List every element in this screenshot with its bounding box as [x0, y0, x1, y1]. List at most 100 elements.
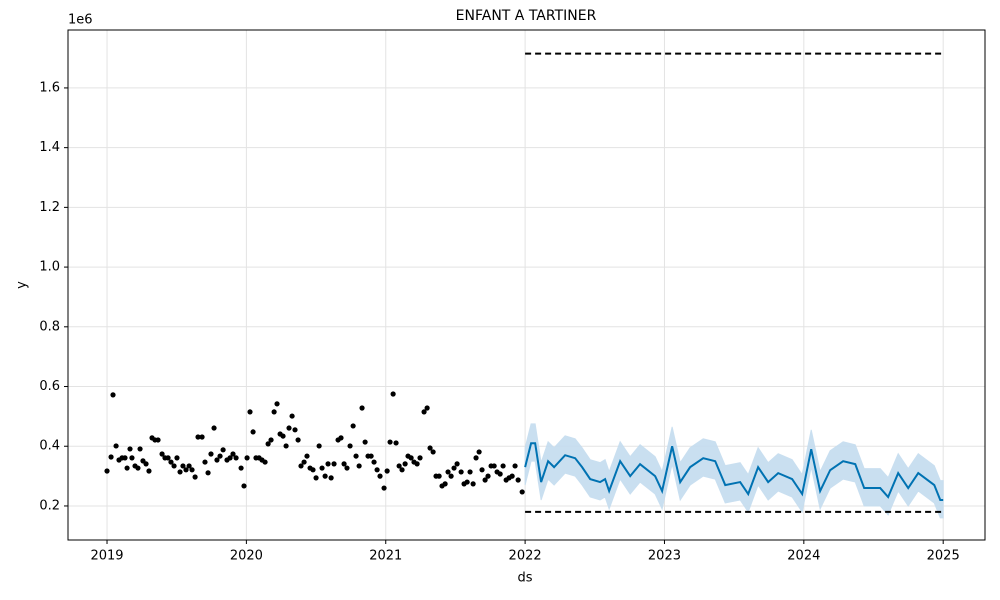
observed-point	[368, 453, 374, 459]
observed-point	[473, 455, 479, 461]
observed-point	[509, 473, 515, 479]
observed-point	[430, 449, 436, 455]
y-offset-label: 1e6	[68, 13, 93, 28]
observed-point	[186, 463, 192, 469]
observed-point	[374, 467, 380, 473]
observed-point	[295, 437, 301, 443]
observed-point	[180, 463, 186, 469]
observed-point	[137, 446, 143, 452]
observed-point	[227, 455, 233, 461]
x-tick-label: 2023	[648, 549, 681, 564]
observed-point	[325, 461, 331, 467]
y-tick-label: 0.2	[39, 498, 60, 513]
observed-point	[159, 451, 165, 457]
observed-point	[208, 451, 214, 457]
y-tick-label: 1.2	[39, 200, 60, 215]
observed-point	[292, 427, 298, 433]
observed-point	[396, 463, 402, 469]
observed-point	[448, 473, 454, 479]
observed-point	[220, 447, 226, 453]
observed-point	[301, 459, 307, 465]
observed-point	[183, 467, 189, 473]
observed-point	[393, 440, 399, 446]
observed-point	[458, 469, 464, 475]
observed-point	[289, 413, 295, 419]
observed-point	[454, 461, 460, 467]
observed-point	[515, 477, 521, 483]
observed-point	[485, 473, 491, 479]
observed-point	[421, 409, 427, 415]
observed-point	[445, 469, 451, 475]
observed-point	[177, 469, 183, 475]
observed-point	[442, 481, 448, 487]
observed-point	[271, 409, 277, 415]
observed-point	[286, 425, 292, 431]
observed-point	[195, 434, 201, 440]
y-axis-label: y	[15, 281, 30, 289]
observed-point	[189, 467, 195, 473]
x-tick-label: 2019	[90, 549, 123, 564]
observed-point	[155, 437, 161, 443]
observed-point	[362, 439, 368, 445]
observed-point	[417, 455, 423, 461]
observed-point	[214, 457, 220, 463]
observed-point	[265, 441, 271, 447]
observed-point	[238, 465, 244, 471]
observed-point	[491, 463, 497, 469]
observed-point	[470, 481, 476, 487]
observed-point	[124, 465, 130, 471]
observed-point	[399, 467, 405, 473]
observed-point	[371, 459, 377, 465]
x-tick-label: 2022	[509, 549, 542, 564]
uncertainty-band	[524, 423, 944, 519]
observed-point	[104, 468, 110, 474]
observed-point	[313, 475, 319, 481]
observed-point	[476, 449, 482, 455]
observed-point	[192, 474, 198, 480]
observed-point	[467, 469, 473, 475]
observed-point	[129, 455, 135, 461]
observed-point	[247, 409, 253, 415]
observed-point	[353, 453, 359, 459]
observed-point	[241, 483, 247, 489]
observed-point	[479, 467, 485, 473]
observed-point	[202, 459, 208, 465]
observed-point	[464, 479, 470, 485]
observed-point	[283, 443, 289, 449]
x-tick-label: 2020	[230, 549, 263, 564]
x-tick-label: 2024	[787, 549, 820, 564]
observed-point	[316, 443, 322, 449]
observed-point	[233, 455, 239, 461]
observed-point	[211, 425, 217, 431]
observed-point	[244, 455, 250, 461]
observed-point	[402, 461, 408, 467]
observed-point	[341, 461, 347, 467]
observed-point	[427, 445, 433, 451]
y-tick-label: 0.6	[39, 379, 60, 394]
x-tick-label: 2021	[369, 549, 402, 564]
observed-point	[414, 461, 420, 467]
observed-point	[165, 455, 171, 461]
y-tick-label: 1.6	[39, 80, 60, 95]
observed-point	[205, 470, 211, 476]
observed-point	[344, 465, 350, 471]
observed-point	[122, 455, 128, 461]
observed-point	[298, 463, 304, 469]
observed-point	[331, 461, 337, 467]
observed-point	[310, 467, 316, 473]
observed-point	[500, 463, 506, 469]
forecast-line	[524, 442, 944, 501]
observed-point	[199, 434, 205, 440]
observed-point	[168, 459, 174, 465]
observed-point	[359, 405, 365, 411]
observed-point	[356, 463, 362, 469]
observed-point	[146, 468, 152, 474]
observed-point	[174, 455, 180, 461]
observed-point	[171, 463, 177, 469]
observed-point	[350, 423, 356, 429]
observed-point	[451, 465, 457, 471]
observed-point	[436, 473, 442, 479]
observed-point	[381, 485, 387, 491]
observed-point	[424, 405, 430, 411]
x-axis-label: ds	[517, 571, 532, 586]
